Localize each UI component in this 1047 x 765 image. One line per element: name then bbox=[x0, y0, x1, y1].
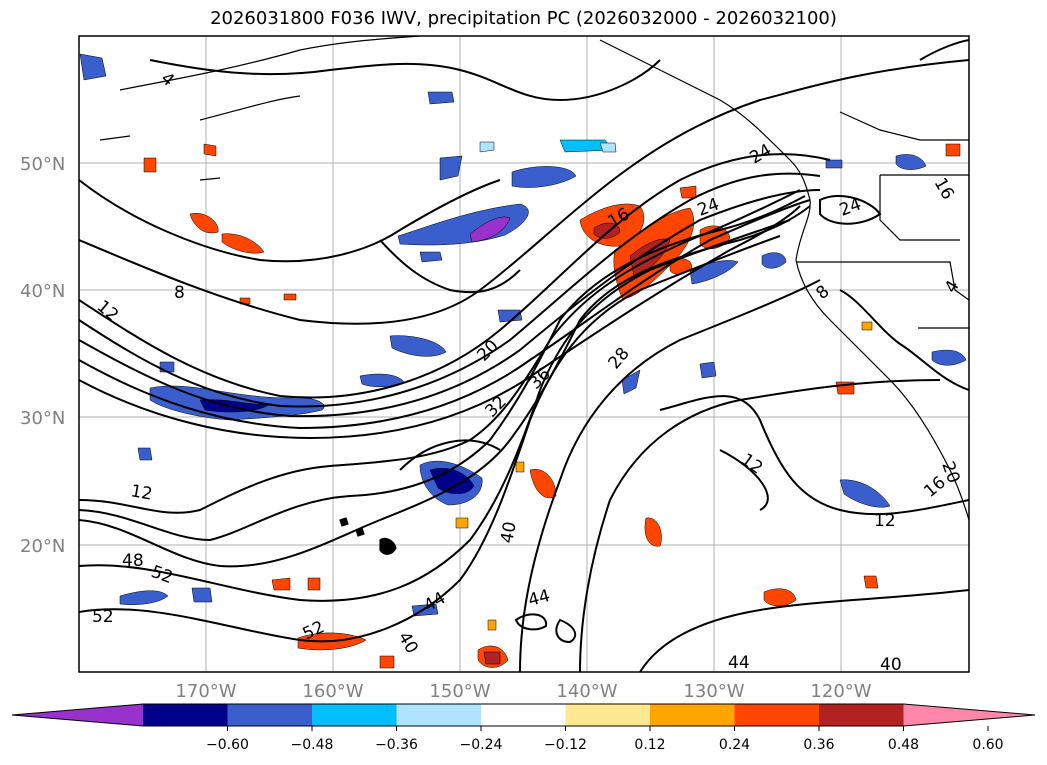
map-title: 2026031800 F036 IWV, precipitation PC (2… bbox=[210, 8, 837, 29]
contour-label: 8 bbox=[174, 283, 185, 303]
contour-label: 40 bbox=[880, 655, 902, 675]
longitude-label: 140°W bbox=[556, 681, 617, 702]
colorbar-swatch bbox=[227, 704, 313, 726]
colorbar-tick-label: 0.60 bbox=[972, 737, 1003, 753]
colorbar-swatch bbox=[143, 704, 228, 726]
contour-label: 52 bbox=[92, 607, 114, 627]
graticule bbox=[79, 36, 969, 672]
coastlines bbox=[99, 36, 969, 555]
colorbar-tick-label: 0.48 bbox=[888, 737, 919, 753]
latitude-label: 50°N bbox=[20, 154, 65, 175]
contour-label: 12 bbox=[874, 511, 896, 531]
longitude-label: 150°W bbox=[429, 681, 490, 702]
longitude-label: 170°W bbox=[175, 681, 236, 702]
colorbar-swatch bbox=[734, 704, 820, 726]
map-area bbox=[79, 36, 969, 672]
contour-label: 12 bbox=[129, 481, 154, 504]
colorbar-swatch bbox=[565, 704, 651, 726]
colorbar-tick-label: −0.60 bbox=[206, 737, 249, 753]
contour-label: 44 bbox=[728, 653, 750, 673]
colorbar-swatch bbox=[481, 704, 566, 726]
colorbar-tick-label: −0.24 bbox=[460, 737, 503, 753]
contour-label: 48 bbox=[122, 551, 144, 571]
latitude-label: 40°N bbox=[20, 281, 65, 302]
colorbar-tick-label: 0.12 bbox=[634, 737, 665, 753]
latitude-label: 30°N bbox=[20, 408, 65, 429]
colorbar-tick-label: −0.48 bbox=[291, 737, 334, 753]
colorbar-swatch bbox=[650, 704, 735, 726]
colorbar-swatch bbox=[312, 704, 397, 726]
longitude-label: 120°W bbox=[810, 681, 871, 702]
iwv-contours bbox=[79, 39, 969, 672]
colorbar-tick-label: 0.24 bbox=[719, 737, 750, 753]
colorbar-outline bbox=[11, 703, 1036, 727]
colorbar-swatch bbox=[903, 704, 1035, 726]
longitude-label: 160°W bbox=[302, 681, 363, 702]
colorbar-swatch bbox=[396, 704, 482, 726]
colorbar-tick-label: 0.36 bbox=[803, 737, 834, 753]
colorbar-swatch bbox=[819, 704, 904, 726]
precip-negative-areas bbox=[79, 53, 967, 617]
latitude-label: 20°N bbox=[20, 536, 65, 557]
contour-label: 40 bbox=[497, 520, 520, 545]
colorbar-tick-label: −0.12 bbox=[544, 737, 587, 753]
map-frame bbox=[78, 35, 970, 673]
colorbar: −0.60 −0.48 −0.36 −0.24 −0.12 0.12 0.24 0.36 0.4… bbox=[11, 703, 1036, 753]
colorbar-tick-label: −0.36 bbox=[375, 737, 418, 753]
colorbar-swatch bbox=[12, 704, 143, 726]
longitude-label: 130°W bbox=[683, 681, 744, 702]
